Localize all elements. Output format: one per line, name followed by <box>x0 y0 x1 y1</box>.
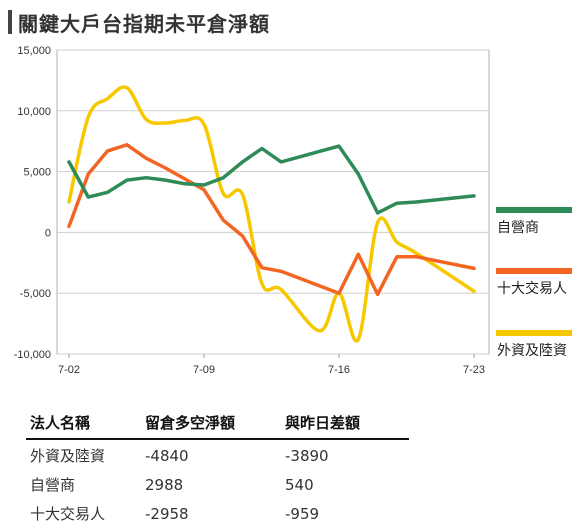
entity-name: 自營商 <box>30 476 76 494</box>
legend-label: 十大交易人 <box>497 280 567 297</box>
net-position: -4840 <box>145 446 189 465</box>
table-header-row: 法人名稱 留倉多空淨額 與昨日差額 <box>26 409 409 440</box>
daily-change: -3890 <box>285 446 329 465</box>
line-chart: 15,000 10,000 5,000 0 -5,000 -10,000 7-02 7-09 7… <box>14 45 572 376</box>
daily-change: 540 <box>285 475 314 494</box>
table-row: 外資及陸資 -4840 -3890 <box>26 439 409 469</box>
y-tick-label: -10,000 <box>14 349 51 361</box>
title-accent-bar <box>8 10 12 34</box>
title-block: 關鍵大戶台指期未平倉淨額 <box>8 8 270 36</box>
header-daily-change: 與昨日差額 <box>281 409 409 440</box>
y-tick-label: 0 <box>45 227 51 239</box>
y-tick-label: 15,000 <box>17 45 51 57</box>
net-position: -2958 <box>145 504 189 523</box>
x-tick-label: 7-09 <box>193 364 215 376</box>
header-net-position: 留倉多空淨額 <box>141 409 281 440</box>
entity-name: 十大交易人 <box>30 505 106 523</box>
series-layer <box>67 85 476 343</box>
chart-title: 關鍵大戶台指期未平倉淨額 <box>18 11 270 36</box>
legend-label: 外資及陸資 <box>497 343 567 359</box>
grid-layer <box>56 49 490 355</box>
net-position: 2988 <box>145 475 184 494</box>
series-line-1 <box>67 144 476 215</box>
axis-layer: 15,000 10,000 5,000 0 -5,000 -10,000 7-02 7-09 7… <box>14 45 485 376</box>
x-tick-label: 7-16 <box>328 364 350 376</box>
table-row: 自營商 2988 540 <box>26 469 409 498</box>
x-tick-label: 7-02 <box>58 364 80 376</box>
x-tick-label: 7-23 <box>463 364 485 376</box>
header-entity: 法人名稱 <box>26 409 141 440</box>
legend-swatch <box>496 268 572 274</box>
legend-label: 自營商 <box>497 220 539 236</box>
summary-table: 法人名稱 留倉多空淨額 與昨日差額 外資及陸資 -4840 -3890 自營商 … <box>26 409 409 527</box>
legend-swatch <box>496 330 572 336</box>
series-line-3 <box>67 85 476 343</box>
series-line-2 <box>67 143 476 297</box>
entity-name: 外資及陸資 <box>30 447 106 465</box>
daily-change: -959 <box>285 504 320 523</box>
legend-swatch <box>496 207 572 213</box>
y-tick-label: -5,000 <box>20 288 51 300</box>
y-tick-label: 10,000 <box>17 106 51 118</box>
table-row: 十大交易人 -2958 -959 <box>26 498 409 527</box>
y-tick-label: 5,000 <box>23 167 51 179</box>
